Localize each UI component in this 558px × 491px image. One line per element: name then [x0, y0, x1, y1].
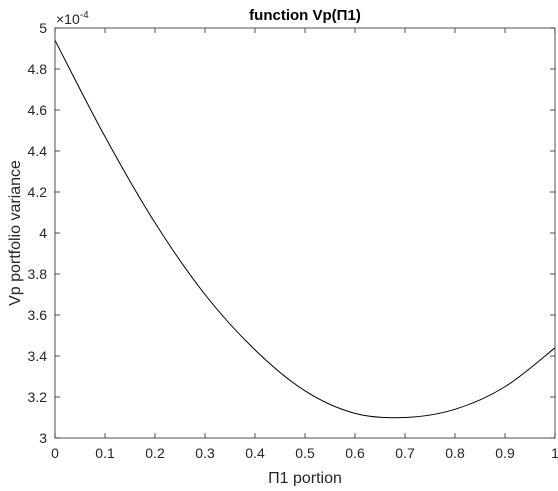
y-tick-label: 3.4	[28, 348, 48, 364]
y-tick-label: 4.6	[28, 102, 48, 118]
x-tick-label: 0.4	[245, 445, 265, 461]
plot-area	[55, 28, 555, 438]
x-tick-label: 0.1	[95, 445, 115, 461]
series-line	[54, 40, 556, 419]
axes-box	[54, 27, 556, 439]
x-tick-label: 0.8	[445, 445, 465, 461]
y-tick-label: 5	[39, 20, 47, 36]
x-tick-label: 0.7	[395, 445, 415, 461]
series-layer	[54, 40, 556, 419]
y-tick-label: 4.8	[28, 61, 48, 77]
x-tick-label: 0.5	[295, 445, 315, 461]
x-tick-label: 1	[551, 445, 558, 461]
x-tick-label: 0	[51, 445, 59, 461]
x-axis-title: Π1 portion	[268, 470, 342, 486]
y-tick-label: 3.6	[28, 307, 48, 323]
y-exponent-label: ×10-4	[56, 10, 89, 27]
y-axis-title: Vp portfolio variance	[7, 160, 24, 306]
y-exponent-power: -4	[80, 10, 89, 21]
x-tick-label: 0.9	[495, 445, 515, 461]
y-tick-label: 3	[39, 430, 47, 446]
chart-title: function Vp(Π1)	[249, 7, 361, 24]
y-tick-label: 3.8	[28, 266, 48, 282]
ticks-layer: 0 0.1 0.2 0.3 0.4 0.5 0.6 0.7 0.8 0.9 1 3 3.2 3.4 3.6 3…	[28, 20, 558, 461]
x-tick-label: 0.2	[145, 445, 165, 461]
x-tick-label: 0.3	[195, 445, 215, 461]
y-tick-label: 3.2	[28, 389, 48, 405]
y-tick-label: 4.4	[28, 143, 48, 159]
x-tick-label: 0.6	[345, 445, 365, 461]
y-exponent-base: ×10	[56, 11, 80, 27]
y-tick-label: 4.2	[28, 184, 48, 200]
y-tick-label: 4	[39, 225, 47, 241]
